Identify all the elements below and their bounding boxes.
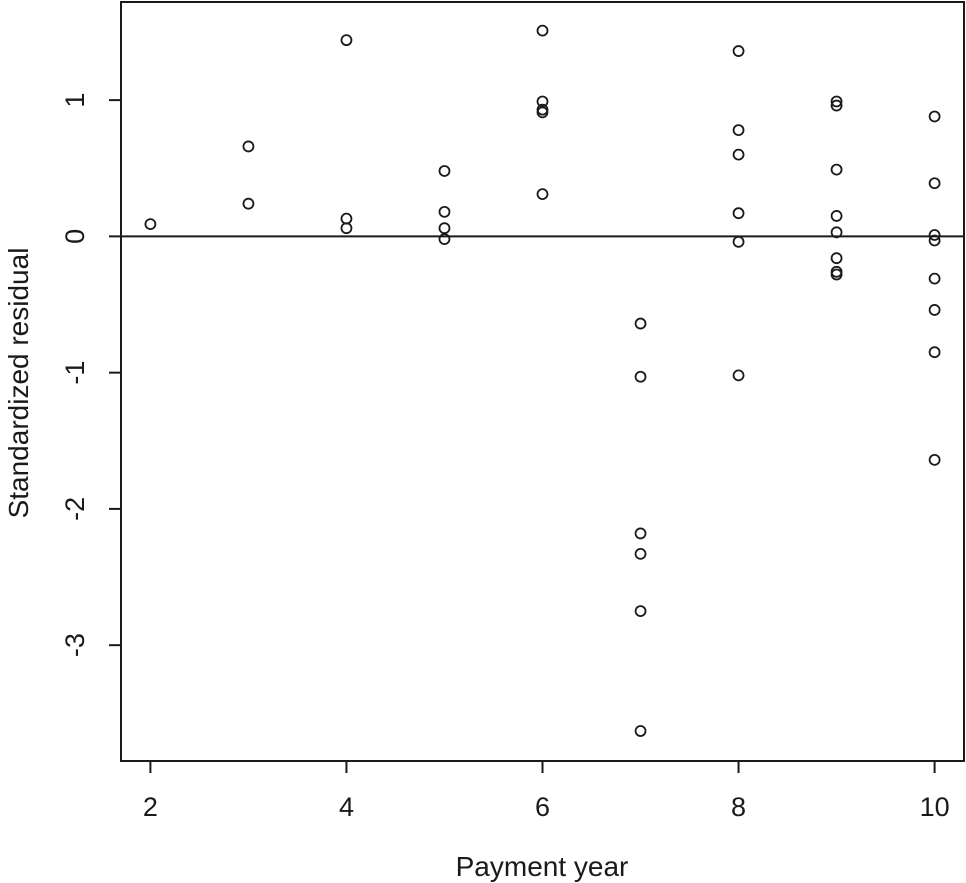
y-tick-label: 0: [60, 229, 90, 244]
data-point: [928, 229, 941, 241]
x-axis-ticks: 2 4 6 8 10: [143, 761, 950, 822]
data-point: [536, 188, 549, 201]
data-point: [928, 272, 941, 285]
x-tick-label: 10: [920, 792, 950, 822]
data-point: [438, 222, 451, 235]
data-point: [340, 212, 353, 225]
data-point: [634, 605, 647, 618]
data-point: [634, 527, 647, 540]
data-point: [830, 99, 843, 112]
data-point: [536, 106, 549, 119]
data-point: [928, 304, 941, 316]
data-point: [732, 45, 745, 57]
data-point: [438, 205, 451, 218]
y-axis-ticks: -3 -2 -1 0 1: [60, 93, 121, 657]
x-tick-label: 6: [535, 792, 550, 822]
data-point: [732, 369, 745, 382]
data-point: [634, 317, 647, 330]
data-point: [536, 24, 549, 37]
data-point: [928, 177, 941, 190]
y-tick-label: -3: [60, 633, 90, 657]
data-point: [928, 110, 941, 123]
data-point: [830, 163, 843, 176]
data-points: [144, 24, 941, 737]
data-point: [732, 207, 745, 220]
data-point: [242, 197, 255, 210]
x-tick-label: 8: [731, 792, 746, 822]
data-point: [830, 210, 843, 222]
x-tick-label: 2: [143, 792, 158, 822]
data-point: [928, 453, 941, 466]
x-axis-title: Payment year: [456, 851, 629, 882]
data-point: [438, 233, 451, 246]
data-point: [928, 234, 941, 247]
data-point: [830, 252, 843, 265]
data-point: [242, 140, 255, 153]
data-point: [634, 547, 647, 560]
data-point: [732, 124, 745, 136]
data-point: [536, 95, 549, 108]
data-point: [340, 34, 353, 47]
data-point: [830, 268, 843, 281]
data-point: [732, 148, 745, 161]
plot-frame: [120, 1, 965, 762]
data-point: [830, 95, 843, 108]
data-point: [928, 346, 941, 359]
y-axis-title: Standardized residual: [3, 248, 34, 519]
data-point: [732, 235, 745, 248]
data-point: [830, 226, 843, 239]
x-tick-label: 4: [339, 792, 354, 822]
y-tick-label: 1: [60, 93, 90, 108]
data-point: [634, 725, 647, 737]
data-point: [438, 165, 451, 177]
y-tick-label: -1: [60, 361, 90, 385]
y-tick-label: -2: [60, 497, 90, 521]
data-point: [340, 222, 353, 235]
data-point: [634, 370, 647, 383]
data-point: [144, 218, 157, 231]
